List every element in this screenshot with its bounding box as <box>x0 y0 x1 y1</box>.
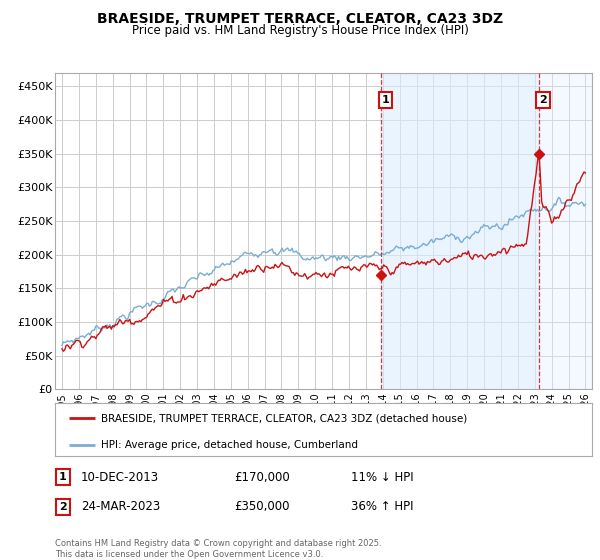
Text: £350,000: £350,000 <box>234 500 290 514</box>
Text: 36% ↑ HPI: 36% ↑ HPI <box>351 500 413 514</box>
Text: 2: 2 <box>539 95 547 105</box>
Text: 2: 2 <box>59 502 67 512</box>
Text: 24-MAR-2023: 24-MAR-2023 <box>81 500 160 514</box>
Text: BRAESIDE, TRUMPET TERRACE, CLEATOR, CA23 3DZ: BRAESIDE, TRUMPET TERRACE, CLEATOR, CA23… <box>97 12 503 26</box>
Text: 10-DEC-2013: 10-DEC-2013 <box>81 470 159 484</box>
Text: BRAESIDE, TRUMPET TERRACE, CLEATOR, CA23 3DZ (detached house): BRAESIDE, TRUMPET TERRACE, CLEATOR, CA23… <box>101 413 467 423</box>
Text: Price paid vs. HM Land Registry's House Price Index (HPI): Price paid vs. HM Land Registry's House … <box>131 24 469 37</box>
Text: 1: 1 <box>382 95 389 105</box>
Bar <box>539 73 594 389</box>
Bar <box>382 73 539 389</box>
Text: Contains HM Land Registry data © Crown copyright and database right 2025.
This d: Contains HM Land Registry data © Crown c… <box>55 539 382 559</box>
Text: 1: 1 <box>59 472 67 482</box>
Text: 11% ↓ HPI: 11% ↓ HPI <box>351 470 413 484</box>
Text: £170,000: £170,000 <box>234 470 290 484</box>
Text: HPI: Average price, detached house, Cumberland: HPI: Average price, detached house, Cumb… <box>101 440 358 450</box>
